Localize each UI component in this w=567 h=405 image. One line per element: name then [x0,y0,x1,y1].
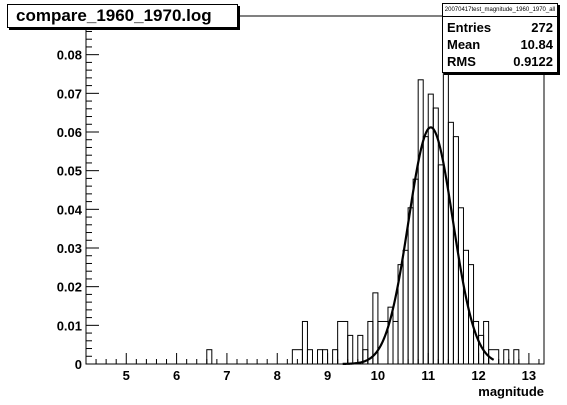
histogram-bin-2 [301,320,308,365]
plot-area-border [85,15,545,365]
stat-row-entries: Entries 272 [447,20,553,36]
y-tick-label-0: 0 [75,357,82,372]
histogram-bin-36 [513,349,520,365]
x-tick-label-6: 6 [173,368,180,383]
x-tick-label-9: 9 [324,368,331,383]
x-tick-label-7: 7 [223,368,230,383]
y-tick-label-0.04: 0.04 [57,202,83,217]
stat-value-mean: 10.84 [520,37,553,52]
histogram-bin-17 [402,249,409,365]
histogram-bin-8 [347,334,354,365]
stat-value-rms: 0.9122 [513,54,553,69]
stat-label-entries: Entries [447,20,492,35]
histogram-bin-18 [407,207,414,365]
histogram-bin-24 [437,164,444,365]
statistics-box: 20070417test_magnitude_1960_1970_all Ent… [442,3,558,73]
histogram-bin-35 [503,349,510,365]
histogram-bin-15 [392,320,399,365]
histogram-bin-25 [442,64,449,365]
histogram-bin-5 [322,349,329,365]
x-tick-label-13: 13 [522,368,536,383]
y-tick-label-0.06: 0.06 [57,125,82,140]
histogram-bin-0 [206,349,213,365]
x-tick-label-12: 12 [471,368,485,383]
plot-frame [85,15,545,365]
x-axis-label: magnitude [478,384,544,399]
histogram-bin-20 [417,79,424,365]
histogram-bin-33 [483,320,490,365]
axes: 5 6 7 8 9 10 11 12 13 0 0.01 0.02 0.03 0.04 0.05 0.06 0.… [57,9,540,383]
x-tick-label-11: 11 [421,368,435,383]
y-tick-label-0.01: 0.01 [57,318,82,333]
stat-label-mean: Mean [447,37,481,52]
y-tick-label-0.03: 0.03 [57,241,82,256]
stat-row-rms: RMS 0.9122 [447,54,553,70]
x-tick-label-8: 8 [274,368,281,383]
histogram-bin-4 [317,349,324,365]
y-tick-label-0.05: 0.05 [57,164,82,179]
histogram-bin-22 [427,93,434,365]
histogram-bin-9 [357,334,364,365]
histogram-bin-26 [447,121,454,365]
histogram-title: compare_1960_1970.log [16,6,212,25]
histogram-title-box: compare_1960_1970.log [7,4,238,28]
histogram-bin-19 [412,178,419,365]
histogram-bin-7 [337,320,349,365]
y-tick-label-0.08: 0.08 [57,48,82,63]
histogram-bin-3 [306,349,313,365]
histogram-bin-21 [422,136,429,365]
stat-value-entries: 272 [531,20,553,35]
statistics-histogram-name: 20070417test_magnitude_1960_1970_all [443,4,557,17]
x-tick-label-10: 10 [371,368,385,383]
y-tick-label-0.07: 0.07 [57,86,82,101]
histogram-bin-23 [432,107,439,365]
x-tick-label-5: 5 [123,368,130,383]
stat-label-rms: RMS [447,54,476,69]
histogram-bin-30 [468,264,475,365]
y-tick-label-0.02: 0.02 [57,280,82,295]
histogram-bin-6 [332,349,339,365]
stat-row-mean: Mean 10.84 [447,37,553,53]
